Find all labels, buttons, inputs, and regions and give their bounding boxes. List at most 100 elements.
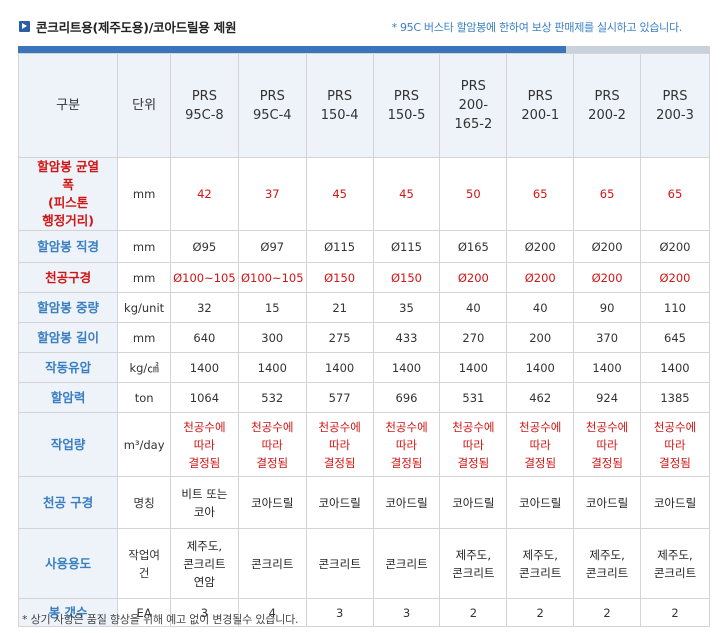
row-value: 200 [506, 322, 575, 353]
row-value: 제주도, 콘크리트 [640, 528, 710, 599]
row-value: 21 [305, 292, 374, 323]
row-value: 2 [506, 598, 575, 627]
header-model: PRS 95C-8 [169, 53, 239, 158]
table-row: 할암봉 균열 폭 (피스톤 행정거리) mm 42 37 45 45 50 65 65 65 [17, 157, 710, 231]
row-value: Ø150 [305, 262, 374, 293]
row-value: Ø200 [640, 230, 710, 263]
row-label: 작동유압 [17, 352, 119, 383]
row-value: Ø150 [372, 262, 441, 293]
table-row: 할암봉 직경 mm Ø95 Ø97 Ø115 Ø115 Ø165 Ø200 Ø200 Ø200 [17, 230, 710, 263]
row-label: 사용용도 [17, 528, 119, 599]
row-value: 462 [506, 382, 575, 413]
table-row: 할암력 ton 1064 532 577 696 531 462 924 1385 [17, 382, 710, 413]
row-value: 3 [169, 598, 239, 627]
header-category: 구분 [17, 53, 119, 158]
row-unit: mm [117, 262, 171, 293]
row-unit: mm [117, 230, 171, 263]
row-value: Ø200 [439, 262, 508, 293]
row-value: 코아드릴 [640, 476, 710, 529]
table-row: 할암봉 길이 mm 640 300 275 433 270 200 370 645 [17, 322, 710, 353]
spec-table: 구분 단위 PRS 95C-8 PRS 95C-4 PRS 150-4 PRS 150-5 PRS 2… [17, 53, 710, 627]
row-value: 2 [573, 598, 641, 627]
header-model: PRS 200- 165-2 [439, 53, 508, 158]
row-value: Ø97 [237, 230, 307, 263]
section-title-wrap: 콘크리트용(제주도용)/코아드릴용 제원 [19, 17, 237, 36]
row-value: 코아드릴 [372, 476, 441, 529]
header-model: PRS 150-5 [372, 53, 441, 158]
row-value: 110 [640, 292, 710, 323]
row-value: 15 [237, 292, 307, 323]
row-value: 696 [372, 382, 441, 413]
row-value: 제주도, 콘크리트 [573, 528, 641, 599]
row-value: 제주도, 콘크리트 [439, 528, 508, 599]
row-value: 35 [372, 292, 441, 323]
row-value: Ø95 [169, 230, 239, 263]
row-value: 3 [305, 598, 374, 627]
row-value: 45 [305, 157, 374, 231]
row-unit: 작업여 건 [117, 528, 171, 599]
row-value: 천공수에 따라 결정됨 [237, 412, 307, 477]
row-value: 65 [506, 157, 575, 231]
header-model: PRS 200-1 [506, 53, 575, 158]
row-label: 할암봉 길이 [17, 322, 119, 353]
footer-note: * 상기 사항은 품질 향상을 위해 예고 없이 변경될수 있습니다. [22, 613, 299, 626]
row-value: 640 [169, 322, 239, 353]
row-value: 370 [573, 322, 641, 353]
header-model: PRS 200-3 [640, 53, 710, 158]
row-unit: kg/unit [117, 292, 171, 323]
row-value: 3 [372, 598, 441, 627]
table-row: 봉 갯수 EA 3 4 3 3 2 2 2 2 [17, 598, 710, 627]
table-row: 사용용도 작업여 건 제주도, 콘크리트 연암 콘크리트 콘크리트 콘크리트 제주도, 콘크리트 제주… [17, 528, 710, 599]
row-value: Ø115 [372, 230, 441, 263]
row-value: 65 [573, 157, 641, 231]
row-value: 531 [439, 382, 508, 413]
table-row: 작동유압 kg/㎠ 1400 1400 1400 1400 1400 1400 1400 1400 [17, 352, 710, 383]
row-value: 40 [506, 292, 575, 323]
row-value: 코아드릴 [573, 476, 641, 529]
row-value: 콘크리트 [372, 528, 441, 599]
row-value: 1400 [237, 352, 307, 383]
row-value: Ø200 [573, 230, 641, 263]
row-value: 1385 [640, 382, 710, 413]
row-value: 천공수에 따라 결정됨 [169, 412, 239, 477]
row-value: 645 [640, 322, 710, 353]
row-value: 2 [439, 598, 508, 627]
row-value: Ø100~105 [169, 262, 239, 293]
row-value: 65 [640, 157, 710, 231]
row-unit: 명칭 [117, 476, 171, 529]
row-value: 1400 [640, 352, 710, 383]
row-label: 천공 구경 [17, 476, 119, 529]
row-label: 할암봉 중량 [17, 292, 119, 323]
row-value: 275 [305, 322, 374, 353]
section-header: 콘크리트용(제주도용)/코아드릴용 제원 * 95C 버스타 할암봉에 한하여 … [0, 0, 726, 46]
header-model: PRS 95C-4 [237, 53, 307, 158]
row-label: 할암봉 균열 폭 (피스톤 행정거리) [17, 157, 119, 231]
row-value: 코아드릴 [305, 476, 374, 529]
row-value: 코아드릴 [506, 476, 575, 529]
row-value: 천공수에 따라 결정됨 [372, 412, 441, 477]
row-value: Ø100~105 [237, 262, 307, 293]
row-value: 1400 [305, 352, 374, 383]
row-value: 42 [169, 157, 239, 231]
table-row: 작업량 m³/day 천공수에 따라 결정됨 천공수에 따라 결정됨 천공수에 따라 결정됨 천공수에… [17, 412, 710, 477]
row-label: 작업량 [17, 412, 119, 477]
row-value: 270 [439, 322, 508, 353]
row-value: 1400 [506, 352, 575, 383]
row-value: 1400 [169, 352, 239, 383]
header-bar-accent [18, 46, 566, 53]
row-value: Ø115 [305, 230, 374, 263]
row-value: 천공수에 따라 결정됨 [573, 412, 641, 477]
row-value: 50 [439, 157, 508, 231]
row-value: Ø200 [573, 262, 641, 293]
row-value: 천공수에 따라 결정됨 [305, 412, 374, 477]
row-value: 577 [305, 382, 374, 413]
header-unit: 단위 [117, 53, 171, 158]
row-value: Ø200 [506, 262, 575, 293]
row-value: 콘크리트 [305, 528, 374, 599]
row-value: Ø165 [439, 230, 508, 263]
row-unit: mm [117, 322, 171, 353]
row-value: 40 [439, 292, 508, 323]
row-unit: EA [117, 598, 171, 627]
row-unit: mm [117, 157, 171, 231]
row-value: 1400 [439, 352, 508, 383]
